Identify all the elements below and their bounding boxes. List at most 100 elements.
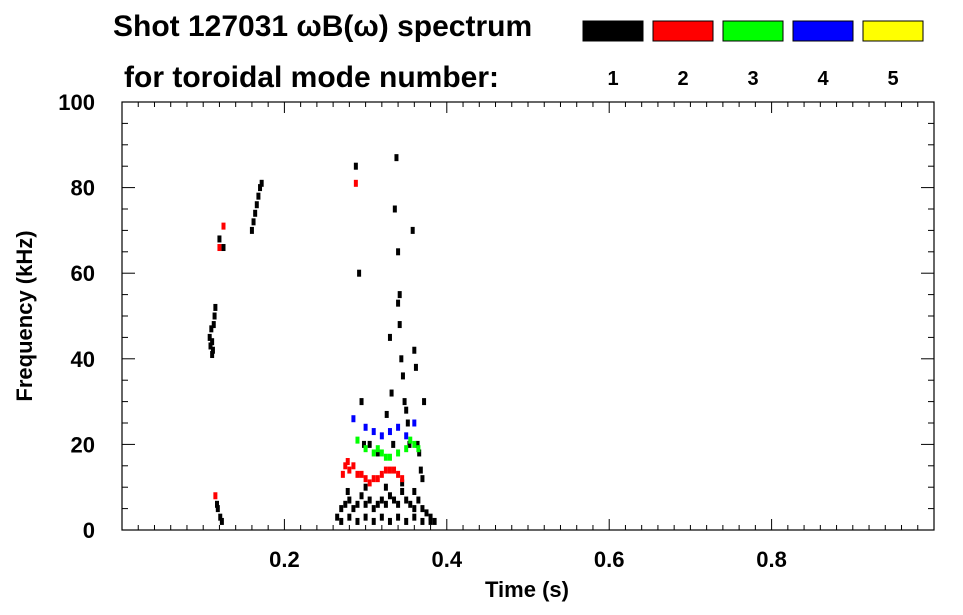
- data-point: [375, 445, 380, 453]
- data-point: [367, 496, 372, 504]
- data-point: [412, 346, 417, 354]
- data-point: [371, 449, 376, 457]
- data-point: [424, 509, 429, 517]
- data-point: [209, 325, 214, 333]
- x-tick-label: 0.2: [269, 547, 300, 572]
- data-point: [400, 487, 405, 495]
- data-point: [253, 209, 258, 217]
- data-point: [420, 517, 425, 525]
- data-point: [420, 505, 425, 513]
- data-point: [367, 440, 372, 448]
- data-point: [210, 338, 215, 346]
- data-point: [363, 423, 368, 431]
- axis-ticks: [121, 101, 935, 531]
- y-axis: 0 20 40 60 80 100: [58, 90, 95, 543]
- y-tick-label: 100: [58, 90, 95, 115]
- data-point: [375, 475, 380, 483]
- data-point: [351, 415, 356, 423]
- data-point: [363, 500, 368, 508]
- data-point: [347, 513, 352, 521]
- data-point: [396, 500, 401, 508]
- data-point: [210, 351, 215, 359]
- data-point: [249, 226, 254, 234]
- data-point: [400, 372, 405, 380]
- x-axis-title: Time (s): [485, 577, 569, 602]
- data-point: [218, 513, 223, 521]
- data-point: [396, 248, 401, 256]
- data-point: [416, 445, 421, 453]
- data-point: [340, 470, 345, 478]
- data-point: [208, 342, 213, 350]
- data-point: [363, 475, 368, 483]
- data-point: [251, 218, 256, 226]
- data-point: [254, 201, 259, 209]
- data-point: [428, 513, 433, 521]
- y-tick-label: 40: [71, 347, 95, 372]
- data-point: [359, 398, 364, 406]
- data-point: [396, 449, 401, 457]
- data-point: [347, 496, 352, 504]
- legend-swatch: [582, 20, 644, 42]
- data-point: [384, 410, 389, 418]
- data-point: [379, 496, 384, 504]
- data-point: [392, 205, 397, 213]
- data-point: [215, 500, 220, 508]
- legend-swatch: [652, 20, 714, 42]
- legend: 1 2 3 4 5: [582, 20, 924, 90]
- data-point: [375, 500, 380, 508]
- plot-frame: [121, 101, 935, 531]
- chart-title: Shot 127031 ωB(ω) spectrum: [113, 10, 532, 43]
- y-tick-label: 20: [71, 432, 95, 457]
- data-point: [353, 179, 358, 187]
- data-point: [363, 445, 368, 453]
- data-point: [371, 475, 376, 483]
- data-point: [379, 449, 384, 457]
- legend-label: 3: [747, 68, 758, 90]
- data-point: [217, 235, 222, 243]
- data-point: [213, 492, 218, 500]
- x-tick-label: 0.8: [756, 547, 787, 572]
- data-point: [212, 312, 217, 320]
- data-point: [432, 517, 437, 525]
- data-point: [355, 470, 360, 478]
- data-point: [383, 466, 388, 474]
- data-point: [383, 500, 388, 508]
- data-point: [207, 333, 212, 341]
- data-point: [347, 466, 352, 474]
- data-point: [412, 419, 417, 427]
- data-point: [211, 321, 216, 329]
- data-point: [221, 222, 226, 230]
- legend-swatch: [862, 20, 924, 42]
- data-point: [371, 428, 376, 436]
- data-point: [402, 398, 407, 406]
- data-point: [428, 517, 433, 525]
- data-point: [339, 505, 344, 513]
- data-point: [412, 505, 417, 513]
- y-tick-label: 60: [71, 261, 95, 286]
- legend-label: 2: [677, 68, 688, 90]
- data-point: [394, 154, 399, 162]
- data-point: [408, 436, 413, 444]
- y-tick-label: 0: [83, 518, 95, 543]
- data-point: [396, 470, 401, 478]
- data-point: [404, 517, 409, 525]
- data-point: [392, 466, 397, 474]
- data-point: [379, 470, 384, 478]
- legend-label: 1: [607, 68, 618, 90]
- data-point: [408, 500, 413, 508]
- data-point: [412, 513, 417, 521]
- legend-swatch: [722, 20, 784, 42]
- data-point: [400, 475, 405, 483]
- data-point: [412, 487, 417, 495]
- data-point: [415, 440, 420, 448]
- x-tick-label: 0.4: [432, 547, 463, 572]
- data-point: [387, 466, 392, 474]
- data-point: [405, 419, 410, 427]
- data-point: [396, 513, 401, 521]
- data-point: [391, 440, 396, 448]
- data-point: [404, 445, 409, 453]
- data-point: [345, 458, 350, 466]
- data-point: [355, 436, 360, 444]
- data-point: [335, 513, 340, 521]
